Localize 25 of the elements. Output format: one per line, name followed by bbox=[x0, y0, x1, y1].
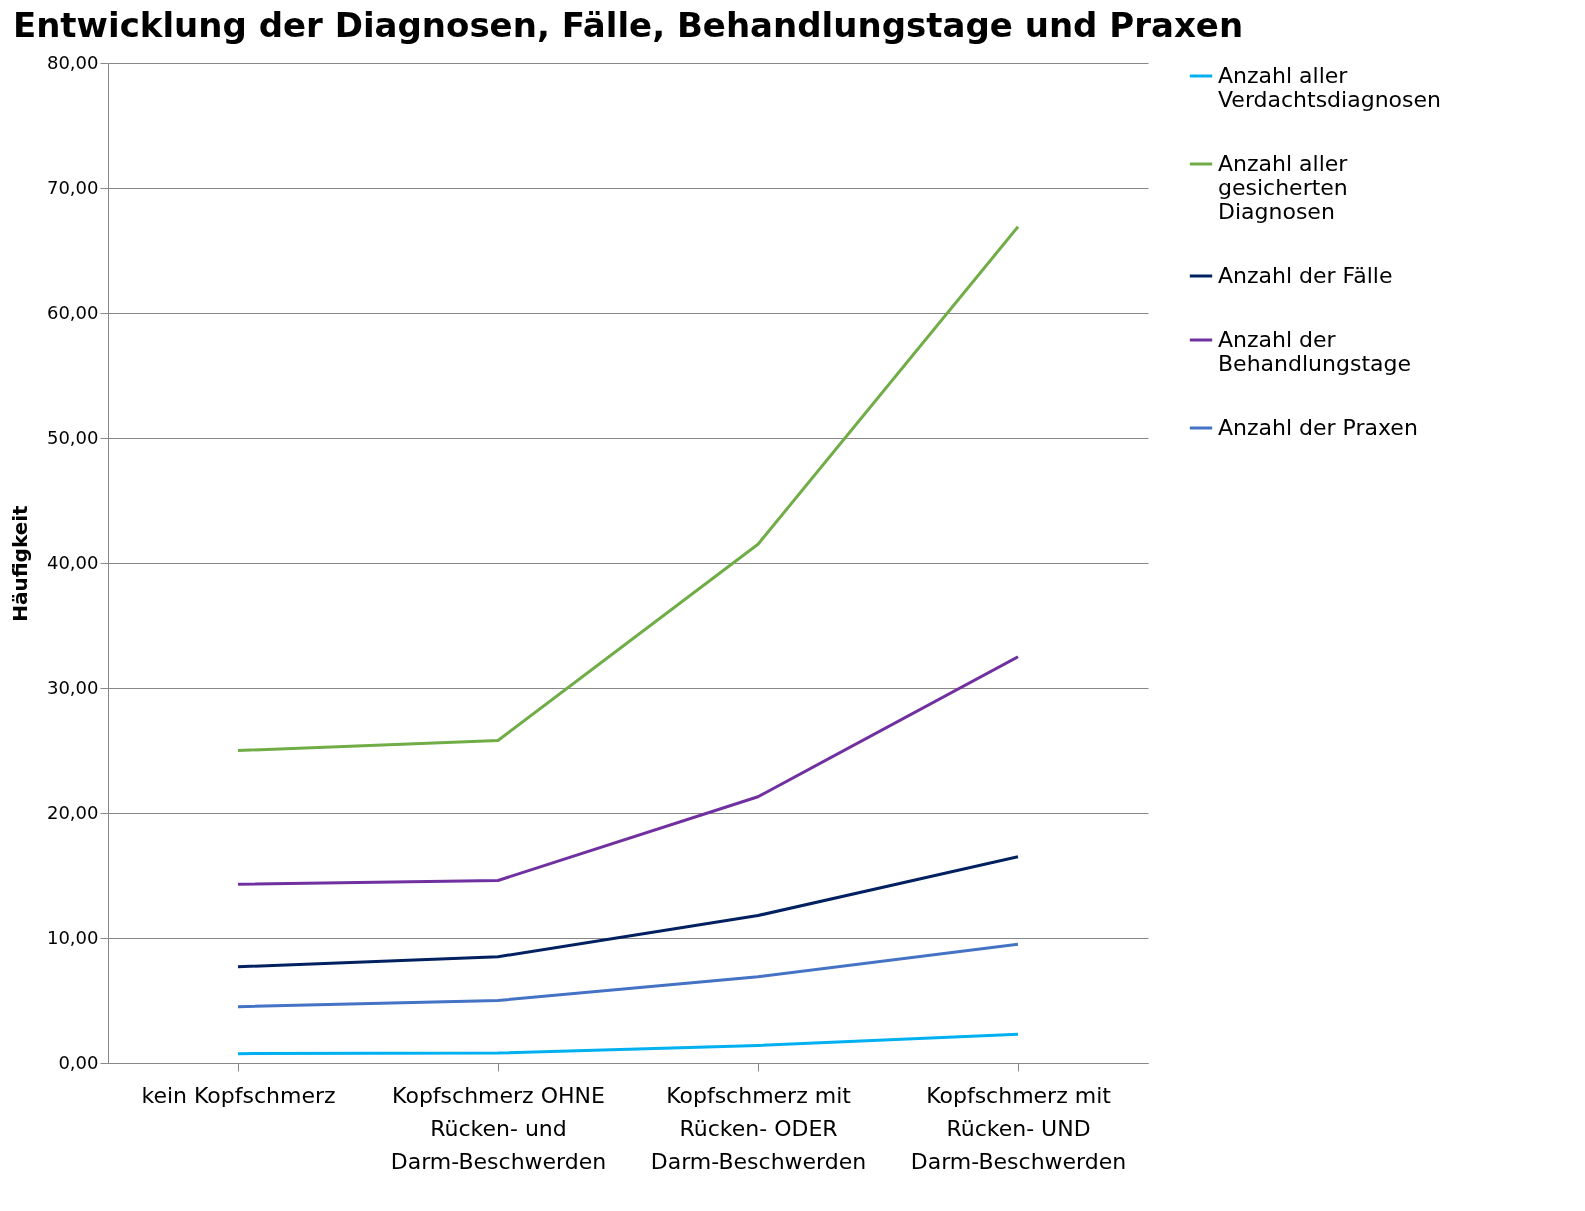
line-series bbox=[236, 855, 1020, 969]
legend-label: Anzahl aller Verdachtsdiagnosen bbox=[1218, 63, 1441, 112]
x-tick-label: kein Kopfschmerz bbox=[141, 1082, 336, 1108]
legend-label: Anzahl aller gesicherten Diagnosen bbox=[1218, 151, 1349, 224]
line-series bbox=[236, 942, 1020, 1009]
y-axis-title: Häufigkeit bbox=[7, 504, 32, 622]
y-tick-label: 20,00 bbox=[46, 801, 99, 823]
y-tick-label: 30,00 bbox=[46, 676, 99, 698]
line-series bbox=[236, 225, 1020, 752]
y-tick-label: 40,00 bbox=[46, 551, 99, 573]
y-tick-label: 60,00 bbox=[46, 301, 99, 323]
x-tick-label: Kopfschmerz OHNE Rücken- und Darm-Beschwerden bbox=[390, 1082, 607, 1174]
y-tick-label: 70,00 bbox=[46, 176, 99, 198]
x-tick-label: Kopfschmerz mit Rücken- UND Darm-Beschwerden bbox=[910, 1082, 1127, 1174]
y-tick-label: 0,00 bbox=[58, 1051, 99, 1073]
line-series bbox=[236, 655, 1020, 886]
line-series bbox=[236, 1032, 1020, 1056]
legend-label: Anzahl der Praxen bbox=[1218, 415, 1418, 440]
legend-label: Anzahl der Fälle bbox=[1218, 263, 1393, 288]
x-tick-label: Kopfschmerz mit Rücken- ODER Darm-Beschwerden bbox=[650, 1082, 867, 1174]
y-tick-label: 10,00 bbox=[46, 926, 99, 948]
legend-label: Anzahl der Behandlungstage bbox=[1218, 327, 1411, 376]
y-tick-label: 50,00 bbox=[46, 426, 99, 448]
y-tick-label: 80,00 bbox=[46, 51, 99, 73]
chart-title: Entwicklung der Diagnosen, Fälle, Behandlungstage und Praxen bbox=[12, 5, 1244, 45]
